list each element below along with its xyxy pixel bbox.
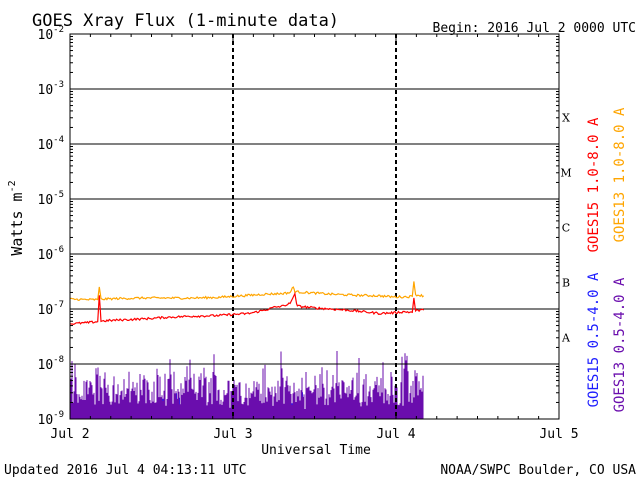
flare-class-label: X xyxy=(562,112,570,125)
y-tick-labels: 10-9 10-8 10-7 10-6 10-5 10-4 10-3 10-2 xyxy=(38,25,65,428)
legend-label: GOES13 1.0-8.0 A xyxy=(612,107,628,242)
credit: NOAA/SWPC Boulder, CO USA xyxy=(440,463,636,478)
y-tick-label: 10-6 xyxy=(38,245,65,263)
x-tick-label: Jul 3 xyxy=(213,427,252,442)
flare-class-label: C xyxy=(562,222,570,235)
long-wavelength-data xyxy=(69,281,425,326)
x-tick-label: Jul 2 xyxy=(50,427,89,442)
legend: GOES15 1.0-8.0 A GOES13 1.0-8.0 A GOES15 0… xyxy=(586,107,628,412)
flare-class-label: A xyxy=(561,332,571,345)
flare-class-labels: A B C M X xyxy=(560,112,571,345)
x-tick-label: Jul 4 xyxy=(376,427,415,442)
y-tick-label: 10-9 xyxy=(38,410,65,428)
x-tick-labels: Jul 2 Jul 3 Jul 4 Jul 5 xyxy=(50,427,578,442)
flare-class-label: M xyxy=(560,167,571,180)
x-axis-label: Universal Time xyxy=(261,443,371,458)
series-goes13-short xyxy=(69,351,424,419)
legend-label: GOES15 0.5-4.0 A xyxy=(586,272,602,407)
y-tick-label: 10-2 xyxy=(38,25,65,43)
y-tick-label: 10-4 xyxy=(38,135,65,153)
flare-class-label: B xyxy=(562,277,570,290)
y-axis-label: Watts m-2 xyxy=(7,180,26,255)
y-tick-label: 10-8 xyxy=(38,355,65,373)
short-wavelength-data xyxy=(69,351,424,419)
plot-frame xyxy=(69,33,560,420)
svg-text:Watts m-2: Watts m-2 xyxy=(7,180,26,255)
legend-label: GOES13 0.5-4.0 A xyxy=(612,277,628,412)
series-goes15-long xyxy=(69,291,425,326)
series-goes13-long xyxy=(69,281,425,302)
legend-entry: GOES13 1.0-8.0 A xyxy=(612,107,628,242)
chart-title: GOES Xray Flux (1-minute data) xyxy=(32,11,339,31)
begin-time: Begin: 2016 Jul 2 0000 UTC xyxy=(433,21,637,36)
legend-entry: GOES15 0.5-4.0 A xyxy=(586,272,602,407)
y-tick-label: 10-7 xyxy=(38,300,65,318)
updated-time: Updated 2016 Jul 4 04:13:11 UTC xyxy=(4,463,247,478)
x-tick-label: Jul 5 xyxy=(539,427,578,442)
legend-label: GOES15 1.0-8.0 A xyxy=(586,117,602,252)
legend-entry: GOES13 0.5-4.0 A xyxy=(612,277,628,412)
y-tick-label: 10-3 xyxy=(38,80,65,98)
legend-entry: GOES15 1.0-8.0 A xyxy=(586,117,602,252)
y-tick-label: 10-5 xyxy=(38,190,65,208)
grid xyxy=(69,33,560,420)
